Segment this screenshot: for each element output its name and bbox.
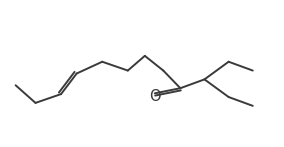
Text: O: O xyxy=(149,89,160,104)
